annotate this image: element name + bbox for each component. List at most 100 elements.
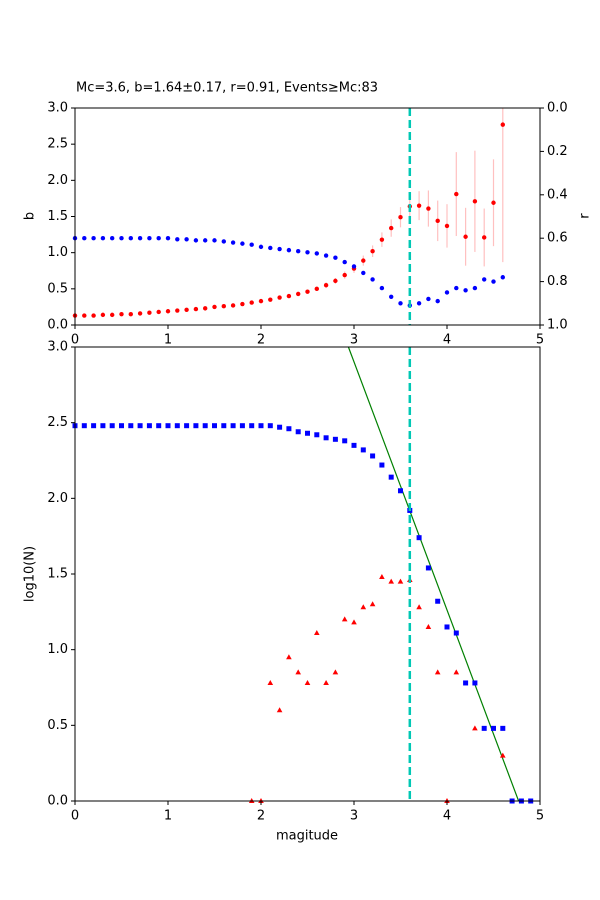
point: [500, 275, 505, 280]
point: [221, 303, 226, 309]
point: [91, 236, 96, 241]
point: [500, 725, 506, 731]
point: [416, 535, 422, 541]
point: [221, 239, 226, 244]
point: [389, 225, 394, 231]
point: [147, 236, 152, 241]
y-tick-label: 3.0: [47, 340, 68, 355]
y2-tick-label: 1.0: [547, 318, 568, 333]
y-tick-label: 1.0: [47, 245, 68, 260]
point: [314, 286, 319, 292]
point: [463, 288, 468, 293]
point: [425, 565, 431, 571]
point: [500, 752, 506, 758]
point: [388, 474, 394, 480]
point: [81, 423, 87, 429]
axes-frame: [74, 346, 541, 802]
point: [156, 423, 162, 429]
x-tick-label: 4: [443, 809, 451, 824]
point: [268, 297, 273, 302]
point: [435, 218, 440, 224]
point: [286, 654, 292, 660]
point: [472, 285, 478, 291]
point: [426, 206, 431, 211]
point: [370, 249, 375, 254]
point: [174, 423, 180, 429]
point: [482, 235, 487, 240]
point: [286, 247, 292, 253]
y2-tick-label: 0.8: [547, 274, 568, 289]
point: [472, 725, 478, 731]
point: [100, 312, 106, 318]
point: [119, 236, 124, 241]
point: [193, 306, 199, 312]
point: [369, 601, 376, 607]
point: [156, 236, 161, 241]
point: [193, 238, 199, 243]
x-tick-label: 5: [536, 809, 544, 824]
point: [203, 306, 208, 311]
point: [388, 578, 394, 584]
point: [212, 423, 217, 429]
point: [230, 240, 236, 245]
point: [416, 604, 422, 610]
point: [379, 285, 385, 291]
point: [370, 453, 376, 459]
point: [314, 630, 320, 636]
point: [239, 423, 245, 429]
point: [379, 462, 385, 468]
point: [128, 311, 133, 317]
point: [500, 122, 505, 127]
point: [453, 630, 459, 636]
point: [230, 303, 236, 308]
point: [230, 423, 236, 429]
point: [491, 279, 496, 284]
point: [397, 578, 404, 584]
point: [444, 624, 450, 630]
point: [100, 236, 106, 241]
y-tick-label: 0.0: [47, 318, 68, 333]
point: [360, 604, 367, 610]
point: [481, 725, 487, 731]
point: [360, 447, 366, 453]
point: [109, 423, 115, 429]
point: [258, 244, 264, 250]
y-tick-label: 3.0: [47, 101, 68, 116]
point: [305, 250, 310, 255]
point: [305, 430, 310, 436]
point: [165, 236, 171, 241]
point: [491, 200, 496, 205]
point: [267, 679, 274, 685]
point: [146, 423, 152, 429]
point: [91, 423, 97, 429]
point: [249, 300, 254, 305]
point: [249, 242, 254, 247]
point: [110, 312, 115, 318]
x-tick-label: 0: [71, 809, 79, 824]
point: [184, 423, 190, 429]
point: [268, 245, 273, 251]
y-tick-label: 1.5: [47, 567, 68, 582]
point: [370, 277, 375, 282]
point: [277, 424, 283, 430]
point: [286, 293, 292, 299]
plot-area: [75, 108, 504, 317]
point: [425, 623, 432, 629]
x-tick-label: 3: [350, 809, 358, 824]
point: [341, 616, 348, 622]
y-axis-label: b: [23, 212, 38, 220]
point: [249, 423, 255, 429]
point: [491, 725, 496, 731]
fit-line: [347, 347, 520, 801]
point: [323, 679, 329, 685]
point: [416, 203, 422, 208]
point: [323, 253, 329, 258]
y2-tick-label: 0.0: [547, 101, 568, 116]
point: [379, 574, 385, 580]
x-tick-label: 5: [536, 333, 544, 348]
point: [472, 199, 478, 204]
point: [128, 423, 134, 429]
point: [454, 285, 459, 291]
